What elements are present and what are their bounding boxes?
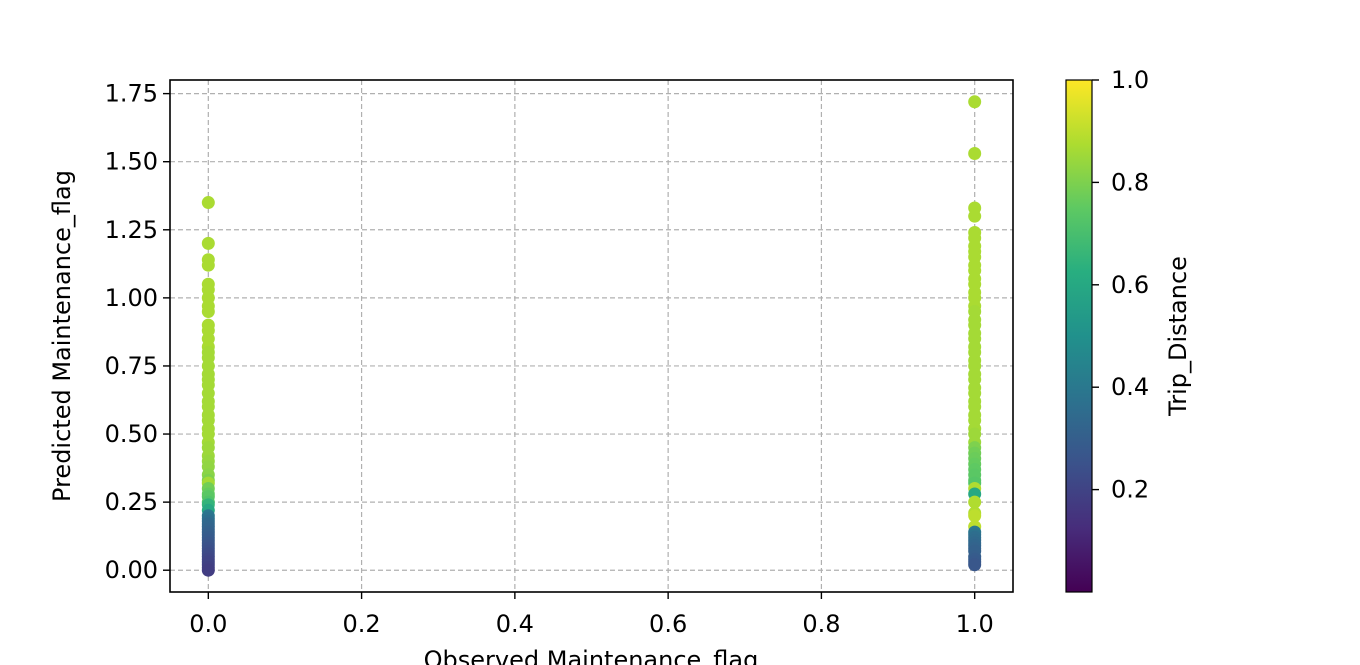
y-tick-label: 1.50	[105, 148, 158, 176]
x-tick-label: 0.2	[343, 610, 381, 638]
colorbar-tick-label: 0.2	[1111, 476, 1149, 504]
y-tick-label: 1.25	[105, 216, 158, 244]
y-tick-label: 1.00	[105, 284, 158, 312]
scatter-point	[968, 558, 982, 572]
scatter-point	[201, 563, 215, 577]
y-tick-label: 0.75	[105, 352, 158, 380]
y-axis-ticks: 0.00 0.25 0.50 0.75 1.00 1.25 1.50 1.75	[105, 80, 170, 584]
scatter-point	[968, 209, 982, 223]
scatter-point	[201, 236, 215, 250]
grid-lines	[170, 80, 1013, 592]
colorbar-ticks: 0.2 0.4 0.6 0.8 1.0	[1092, 66, 1149, 504]
x-axis-ticks: 0.0 0.2 0.4 0.6 0.8 1.0	[189, 592, 994, 638]
scatter-point	[201, 304, 215, 318]
scatter-point	[201, 258, 215, 272]
x-tick-label: 0.6	[649, 610, 687, 638]
y-tick-label: 1.75	[105, 80, 158, 108]
colorbar-title: Trip_Distance	[1164, 256, 1192, 417]
scatter-points	[201, 95, 982, 577]
y-tick-label: 0.25	[105, 488, 158, 516]
x-tick-label: 0.0	[189, 610, 227, 638]
x-tick-label: 0.4	[496, 610, 534, 638]
x-tick-label: 1.0	[956, 610, 994, 638]
colorbar-tick-label: 1.0	[1111, 66, 1149, 94]
scatter-point	[968, 147, 982, 161]
scatter-point	[968, 509, 982, 523]
colorbar	[1065, 79, 1093, 593]
plot-frame	[169, 79, 1014, 593]
y-tick-label: 0.50	[105, 420, 158, 448]
scatter-point	[968, 495, 982, 509]
colorbar-tick-label: 0.4	[1111, 373, 1149, 401]
colorbar-tick-label: 0.6	[1111, 271, 1149, 299]
scatter-point	[968, 95, 982, 109]
y-axis-title: Predicted Maintenance_flag	[48, 170, 76, 502]
x-tick-label: 0.8	[802, 610, 840, 638]
colorbar-tick-label: 0.8	[1111, 168, 1149, 196]
y-tick-label: 0.00	[105, 556, 158, 584]
x-axis-title: Observed Maintenance_flag	[424, 646, 759, 665]
scatter-point	[201, 196, 215, 210]
